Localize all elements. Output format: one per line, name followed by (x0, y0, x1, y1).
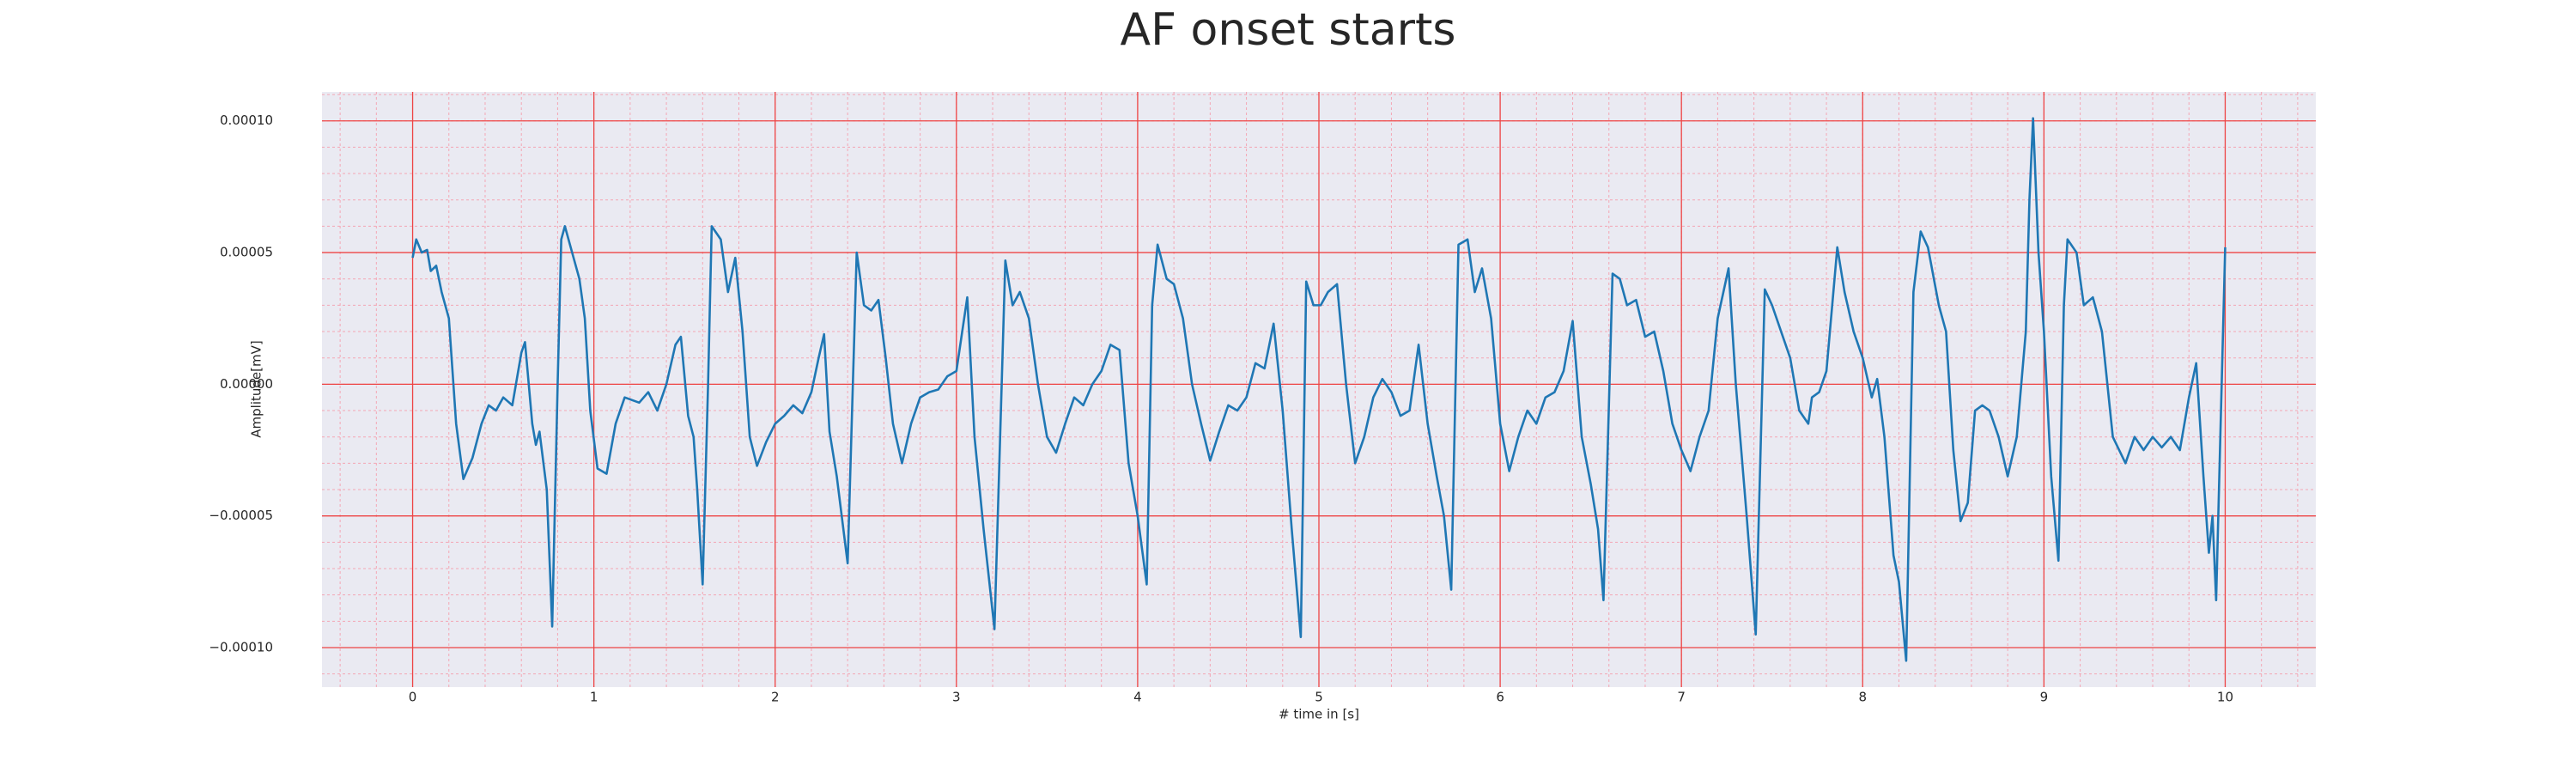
y-tick-label: −0.00010 (209, 640, 273, 655)
labels: 0 1 2 3 4 5 6 7 8 9 10 −0.00010 −0.00005 0.00000 0.000… (209, 113, 2233, 704)
x-axis-label: # time in [s] (1279, 707, 1359, 722)
y-tick-label: 0.00005 (220, 245, 273, 260)
marks (411, 117, 2227, 662)
x-tick-label: 1 (590, 690, 598, 705)
x-tick-label: 5 (1315, 690, 1323, 705)
x-tick-label: 3 (952, 690, 961, 705)
x-tick-label: 7 (1677, 690, 1686, 705)
y-tick-label: −0.00005 (209, 508, 273, 523)
x-tick-label: 10 (2217, 690, 2233, 705)
x-tick-label: 4 (1133, 690, 1142, 705)
x-tick-label: 2 (771, 690, 780, 705)
x-tick-label: 0 (409, 690, 417, 705)
data-line (411, 117, 2227, 662)
chart-title: AF onset starts (1121, 4, 1456, 56)
x-tick-label: 8 (1858, 690, 1867, 705)
y-tick-label: 0.00010 (220, 113, 273, 128)
grid (322, 92, 2316, 687)
y-axis-label: Amplitude[mV] (249, 340, 264, 437)
y-tick-label: 0.00000 (220, 376, 273, 392)
x-tick-label: 9 (2040, 690, 2049, 705)
x-tick-label: 6 (1496, 690, 1504, 705)
